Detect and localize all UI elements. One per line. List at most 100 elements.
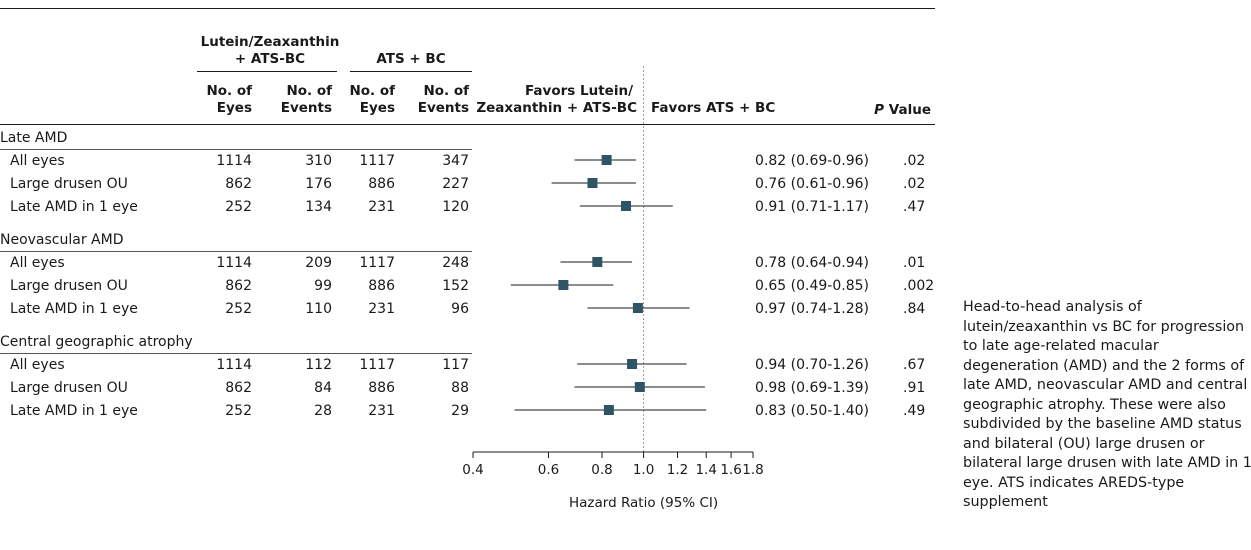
g1-events-header-2: Events — [281, 100, 332, 116]
p-value-italic: P — [874, 102, 884, 118]
p-value: .84 — [903, 301, 925, 317]
cell-g2-eyes: 1117 — [359, 255, 395, 271]
x-tick-label: 0.8 — [591, 462, 612, 478]
p-value: .47 — [903, 199, 925, 215]
cell-g2-events: 96 — [451, 301, 469, 317]
g2-eyes-header-1: No. of — [349, 83, 395, 99]
hr-ci-text: 0.97 (0.74-1.28) — [755, 301, 869, 317]
hr-marker — [592, 257, 603, 267]
cell-g1-eyes: 862 — [225, 380, 252, 396]
x-tick-label: 1.4 — [695, 462, 716, 478]
p-value: .002 — [903, 278, 934, 294]
cell-g2-eyes: 231 — [368, 301, 395, 317]
x-axis-label: Hazard Ratio (95% CI) — [569, 495, 718, 511]
hr-ci-text: 0.83 (0.50-1.40) — [755, 403, 869, 419]
cell-g1-eyes: 1114 — [216, 357, 252, 373]
x-tick-label: 1.0 — [633, 462, 654, 478]
cell-g1-eyes: 1114 — [216, 255, 252, 271]
group1-header-line2: + ATS-BC — [235, 51, 305, 67]
cell-g2-events: 347 — [442, 153, 469, 169]
hr-ci-text: 0.82 (0.69-0.96) — [755, 153, 869, 169]
g1-events-header-1: No. of — [286, 83, 332, 99]
x-axis: 0.4 0.6 0.8 1.0 1.2 1.4 1.6 1.8 — [462, 451, 764, 478]
hr-ci-text: 0.65 (0.49-0.85) — [755, 278, 869, 294]
cell-g2-eyes: 886 — [368, 176, 395, 192]
g1-eyes-header-1: No. of — [206, 83, 252, 99]
cell-g2-eyes: 886 — [368, 278, 395, 294]
p-value: .01 — [903, 255, 925, 271]
cell-g2-eyes: 1117 — [359, 153, 395, 169]
x-tick-label: 1.8 — [742, 462, 763, 478]
cell-g1-eyes: 252 — [225, 301, 252, 317]
cell-g1-events: 209 — [305, 255, 332, 271]
favors-right-label: Favors ATS + BC — [651, 100, 775, 116]
row-label: All eyes — [10, 255, 65, 271]
x-tick-label: 0.6 — [538, 462, 559, 478]
row-label: Large drusen OU — [10, 380, 128, 396]
row-label: Large drusen OU — [10, 176, 128, 192]
hr-marker — [558, 280, 569, 290]
row-label: All eyes — [10, 153, 65, 169]
hr-marker — [601, 155, 612, 165]
cell-g1-events: 84 — [314, 380, 332, 396]
hr-marker — [627, 359, 638, 369]
p-value: .02 — [903, 176, 925, 192]
cell-g1-events: 112 — [305, 357, 332, 373]
row-label: Late AMD in 1 eye — [10, 301, 138, 317]
cell-g1-events: 28 — [314, 403, 332, 419]
p-value-rest: Value — [884, 102, 931, 118]
hr-ci-text: 0.98 (0.69-1.39) — [755, 380, 869, 396]
x-tick-label: 0.4 — [462, 462, 483, 478]
p-value: .67 — [903, 357, 925, 373]
hr-marker — [603, 405, 614, 415]
cell-g1-events: 310 — [305, 153, 332, 169]
figure-caption: Head-to-head analysis of lutein/zeaxanth… — [963, 299, 1251, 510]
cell-g2-eyes: 1117 — [359, 357, 395, 373]
g2-eyes-header-2: Eyes — [360, 100, 395, 116]
cell-g2-eyes: 886 — [368, 380, 395, 396]
g2-events-header-1: No. of — [423, 83, 469, 99]
group-heading: Central geographic atrophy — [0, 334, 193, 350]
forest-rows: Late AMD All eyes 1114 310 1117 347 0.82 (0.69… — [0, 130, 934, 419]
hr-ci-text: 0.76 (0.61-0.96) — [755, 176, 869, 192]
g1-eyes-header-2: Eyes — [217, 100, 252, 116]
cell-g2-events: 227 — [442, 176, 469, 192]
cell-g1-events: 99 — [314, 278, 332, 294]
cell-g2-events: 120 — [442, 199, 469, 215]
hr-ci-text: 0.78 (0.64-0.94) — [755, 255, 869, 271]
hr-marker — [621, 201, 632, 211]
row-label: Late AMD in 1 eye — [10, 199, 138, 215]
cell-g1-eyes: 1114 — [216, 153, 252, 169]
cell-g2-eyes: 231 — [368, 199, 395, 215]
cell-g1-events: 176 — [305, 176, 332, 192]
cell-g1-eyes: 252 — [225, 199, 252, 215]
group1-header-line1: Lutein/Zeaxanthin — [201, 34, 340, 50]
cell-g2-events: 88 — [451, 380, 469, 396]
row-label: All eyes — [10, 357, 65, 373]
p-value: .91 — [903, 380, 925, 396]
x-tick-label: 1.6 — [720, 462, 741, 478]
hr-marker — [587, 178, 598, 188]
x-tick-label: 1.2 — [667, 462, 688, 478]
group2-header: ATS + BC — [376, 51, 445, 67]
group-heading: Neovascular AMD — [0, 232, 124, 248]
cell-g1-eyes: 252 — [225, 403, 252, 419]
cell-g2-eyes: 231 — [368, 403, 395, 419]
hr-ci-text: 0.94 (0.70-1.26) — [755, 357, 869, 373]
cell-g1-eyes: 862 — [225, 278, 252, 294]
p-value-header: P Value — [874, 102, 931, 118]
g2-events-header-2: Events — [418, 100, 469, 116]
favors-left-line1: Favors Lutein/ — [525, 83, 633, 99]
cell-g1-events: 110 — [305, 301, 332, 317]
row-label: Large drusen OU — [10, 278, 128, 294]
favors-left-line2: Zeaxanthin + ATS-BC — [476, 100, 637, 116]
cell-g1-events: 134 — [305, 199, 332, 215]
p-value: .49 — [903, 403, 925, 419]
hr-marker — [634, 382, 645, 392]
cell-g2-events: 29 — [451, 403, 469, 419]
hr-marker — [632, 303, 643, 313]
cell-g2-events: 248 — [442, 255, 469, 271]
hr-ci-text: 0.91 (0.71-1.17) — [755, 199, 869, 215]
cell-g1-eyes: 862 — [225, 176, 252, 192]
